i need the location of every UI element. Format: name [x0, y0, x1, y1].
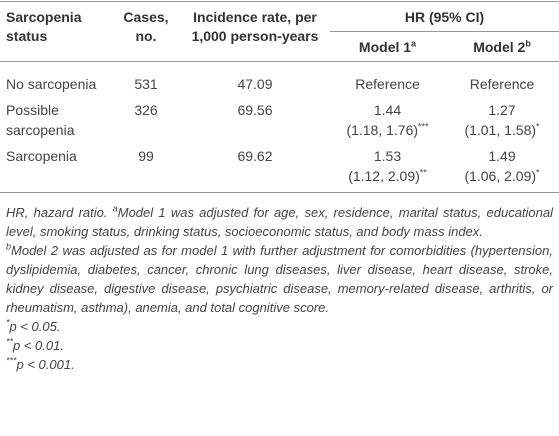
hr-cell: 1.53 (1.12, 2.09)**	[330, 143, 445, 193]
cell: 69.62	[237, 148, 273, 164]
cell: 99	[138, 148, 154, 164]
note-mark: a	[411, 38, 417, 49]
footnote: bModel 2 was adjusted as for model 1 wit…	[6, 241, 553, 317]
hr-estimate: Reference	[469, 76, 535, 92]
note-mark: b	[525, 38, 531, 49]
table-row: Sarcopenia 99 69.62 1.53 (1.12, 2.09)** 1.49 (…	[0, 143, 559, 193]
confidence-interval: (1.01, 1.58)	[464, 122, 537, 138]
cell: 531	[134, 76, 158, 92]
note-mark: b	[6, 241, 12, 252]
header-cell: Cases, no.	[112, 1, 180, 62]
note-text: p < 0.01.	[13, 338, 64, 353]
note-mark: *	[6, 317, 10, 328]
confidence-interval: (1.12, 2.09)	[348, 168, 420, 184]
hr-estimate: 1.44	[373, 102, 402, 118]
results-table: Sarcopenia status Cases, no. Incidence r…	[0, 1, 559, 193]
table-header: Sarcopenia status Cases, no. Incidence r…	[0, 1, 559, 62]
footnote: HR, hazard ratio. aModel 1 was adjusted …	[6, 203, 553, 241]
header-cell: Model 1a	[330, 32, 445, 62]
cell: 69.56	[237, 102, 273, 118]
footnote: ***p < 0.001.	[6, 355, 553, 374]
hr-estimate: 1.49	[488, 148, 516, 164]
note-text: Model 1 was adjusted for age, sex, resid…	[6, 205, 553, 239]
significance: ***	[418, 121, 429, 132]
hr-cell: 1.27 (1.01, 1.58)*	[445, 97, 559, 143]
hr-interval: (1.06, 2.09)*	[449, 166, 555, 186]
cell: 47.09	[237, 76, 273, 92]
header-text: Model 1	[358, 39, 412, 55]
note-mark: a	[112, 203, 118, 214]
hr-interval: (1.12, 2.09)**	[334, 166, 441, 186]
header-cell: Sarcopenia status	[0, 1, 112, 62]
header-text: Model 2	[473, 39, 526, 55]
cell: No sarcopenia	[6, 76, 97, 92]
note-mark: **	[6, 336, 14, 347]
hr-estimate: Reference	[355, 76, 420, 92]
significance: *	[536, 121, 540, 132]
hr-estimate: 1.53	[373, 148, 402, 164]
hr-interval: (1.18, 1.76)***	[334, 120, 441, 140]
hr-cell: 1.44 (1.18, 1.76)***	[330, 97, 445, 143]
cell: Possible sarcopenia	[6, 102, 75, 138]
hr-cell: Reference	[330, 62, 445, 98]
header-cell: HR (95% CI)	[330, 1, 559, 32]
footnotes: HR, hazard ratio. aModel 1 was adjusted …	[0, 193, 559, 374]
cell: 326	[134, 102, 158, 118]
footnote: **p < 0.01.	[6, 336, 553, 355]
significance: *	[536, 167, 540, 178]
cell: Sarcopenia	[6, 148, 77, 164]
note-mark: ***	[6, 355, 17, 366]
note-text: p < 0.05.	[9, 319, 61, 334]
table-row: No sarcopenia 531 47.09 Reference Reference	[0, 62, 559, 98]
table-row: Possible sarcopenia 326 69.56 1.44 (1.18, 1.…	[0, 97, 559, 143]
table-body: No sarcopenia 531 47.09 Reference Reference P…	[0, 62, 559, 193]
significance: **	[419, 167, 427, 178]
abbreviation: HR, hazard ratio.	[6, 205, 108, 220]
header-cell: Model 2b	[445, 32, 559, 62]
hr-interval: (1.01, 1.58)*	[449, 120, 555, 140]
hr-estimate: 1.27	[488, 102, 516, 118]
footnote: *p < 0.05.	[6, 317, 553, 336]
header-cell: Incidence rate, per 1,000 person-years	[180, 1, 330, 62]
confidence-interval: (1.06, 2.09)	[464, 168, 537, 184]
note-text: p < 0.001.	[16, 357, 75, 372]
note-text: Model 2 was adjusted as for model 1 with…	[6, 243, 553, 315]
hr-cell: 1.49 (1.06, 2.09)*	[445, 143, 559, 193]
hr-cell: Reference	[445, 62, 559, 98]
confidence-interval: (1.18, 1.76)	[346, 122, 419, 138]
